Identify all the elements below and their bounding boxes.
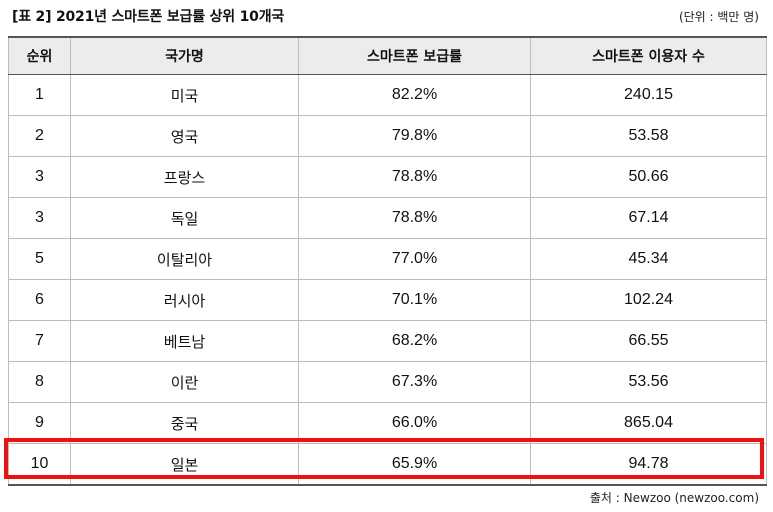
rank-cell: 10 bbox=[8, 443, 71, 486]
table-row: 5 이탈리아 77.0% 45.34 bbox=[8, 238, 767, 280]
table-row: 3 독일 78.8% 67.14 bbox=[8, 197, 767, 239]
penetration-cell: 79.8% bbox=[298, 115, 531, 157]
table-row: 8 이란 67.3% 53.56 bbox=[8, 361, 767, 403]
users-cell: 67.14 bbox=[530, 197, 767, 239]
table-row-highlighted: 10 일본 65.9% 94.78 bbox=[8, 443, 767, 486]
users-cell: 45.34 bbox=[530, 238, 767, 280]
country-cell: 이탈리아 bbox=[70, 238, 299, 280]
rank-cell: 2 bbox=[8, 115, 71, 157]
table-header-row: 순위 국가명 스마트폰 보급률 스마트폰 이용자 수 bbox=[8, 36, 767, 75]
country-cell: 러시아 bbox=[70, 279, 299, 321]
country-cell: 미국 bbox=[70, 74, 299, 116]
users-cell: 53.56 bbox=[530, 361, 767, 403]
rank-cell: 9 bbox=[8, 402, 71, 444]
penetration-cell: 78.8% bbox=[298, 197, 531, 239]
table-row: 2 영국 79.8% 53.58 bbox=[8, 115, 767, 157]
rank-cell: 3 bbox=[8, 197, 71, 239]
source-note: 출처 : Newzoo (newzoo.com) bbox=[589, 491, 759, 505]
rank-cell: 6 bbox=[8, 279, 71, 321]
rank-cell: 7 bbox=[8, 320, 71, 362]
penetration-cell: 68.2% bbox=[298, 320, 531, 362]
users-cell: 240.15 bbox=[530, 74, 767, 116]
rank-cell: 5 bbox=[8, 238, 71, 280]
rank-cell: 8 bbox=[8, 361, 71, 403]
users-cell: 53.58 bbox=[530, 115, 767, 157]
table-row: 9 중국 66.0% 865.04 bbox=[8, 402, 767, 444]
country-cell: 중국 bbox=[70, 402, 299, 444]
country-cell: 독일 bbox=[70, 197, 299, 239]
table-row: 1 미국 82.2% 240.15 bbox=[8, 74, 767, 116]
country-cell: 이란 bbox=[70, 361, 299, 403]
country-cell: 프랑스 bbox=[70, 156, 299, 198]
users-cell: 66.55 bbox=[530, 320, 767, 362]
users-cell: 102.24 bbox=[530, 279, 767, 321]
header-country: 국가명 bbox=[70, 36, 299, 75]
penetration-cell: 77.0% bbox=[298, 238, 531, 280]
table-title: [표 2] 2021년 스마트폰 보급률 상위 10개국 bbox=[12, 9, 285, 25]
users-cell: 865.04 bbox=[530, 402, 767, 444]
table-row: 6 러시아 70.1% 102.24 bbox=[8, 279, 767, 321]
country-cell: 일본 bbox=[70, 443, 299, 486]
penetration-cell: 78.8% bbox=[298, 156, 531, 198]
header-penetration: 스마트폰 보급률 bbox=[298, 36, 531, 75]
users-cell: 94.78 bbox=[530, 443, 767, 486]
penetration-cell: 70.1% bbox=[298, 279, 531, 321]
unit-note: (단위 : 백만 명) bbox=[678, 10, 759, 24]
users-cell: 50.66 bbox=[530, 156, 767, 198]
header-rank: 순위 bbox=[8, 36, 71, 75]
rank-cell: 3 bbox=[8, 156, 71, 198]
header-users: 스마트폰 이용자 수 bbox=[530, 36, 767, 75]
table-row: 3 프랑스 78.8% 50.66 bbox=[8, 156, 767, 198]
country-cell: 영국 bbox=[70, 115, 299, 157]
penetration-cell: 66.0% bbox=[298, 402, 531, 444]
penetration-cell: 67.3% bbox=[298, 361, 531, 403]
table-row: 7 베트남 68.2% 66.55 bbox=[8, 320, 767, 362]
country-cell: 베트남 bbox=[70, 320, 299, 362]
penetration-cell: 82.2% bbox=[298, 74, 531, 116]
smartphone-penetration-table: 순위 국가명 스마트폰 보급률 스마트폰 이용자 수 1 미국 82.2% 24… bbox=[8, 36, 767, 486]
rank-cell: 1 bbox=[8, 74, 71, 116]
penetration-cell: 65.9% bbox=[298, 443, 531, 486]
